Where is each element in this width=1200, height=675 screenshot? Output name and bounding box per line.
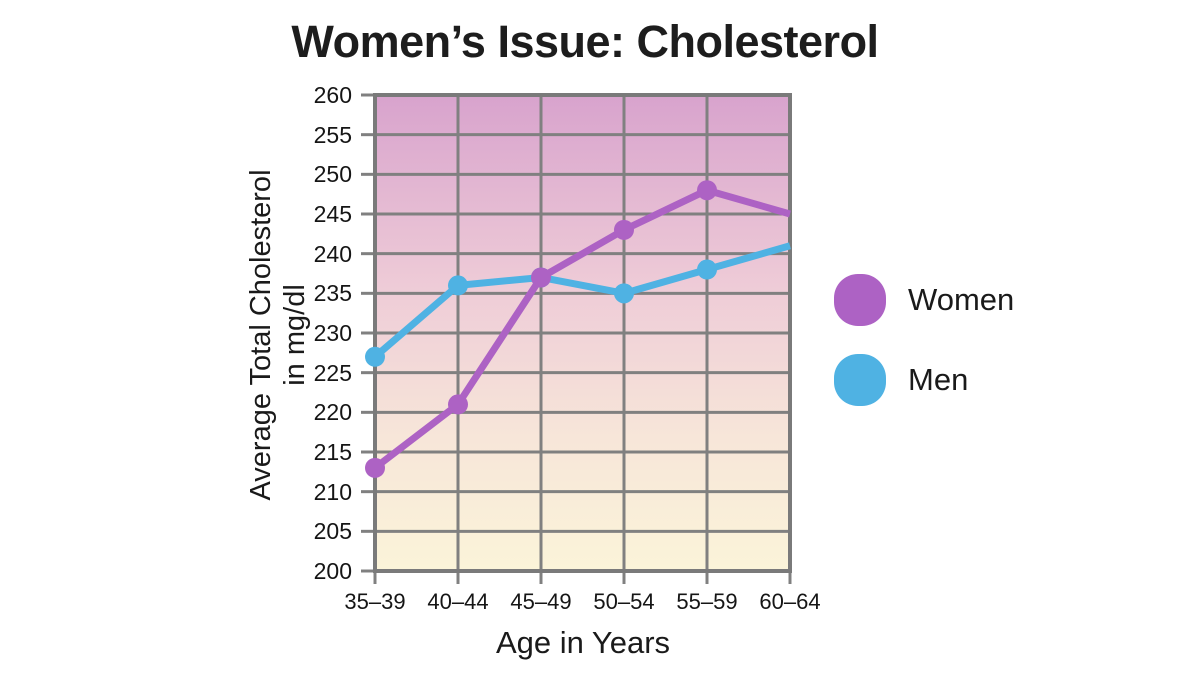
women-point (448, 394, 468, 415)
chart-title: Women’s Issue: Cholesterol (291, 16, 879, 67)
x-tick-label: 50–54 (593, 589, 655, 614)
men-line (372, 242, 791, 360)
y-axis-title: Average Total Cholesterol in mg/dl (244, 145, 312, 525)
x-tick-label: 45–49 (510, 589, 572, 614)
x-axis-title: Age in Years (495, 625, 671, 660)
y-axis-title-line2: in mg/dl (279, 284, 311, 386)
plot-area (361, 93, 792, 584)
men-point (697, 259, 717, 280)
men-point (365, 346, 385, 367)
men-point (614, 283, 634, 304)
women-line (372, 186, 791, 471)
x-tick-label: 55–59 (676, 589, 738, 614)
women-series-swatch (834, 274, 886, 326)
women-point (531, 267, 551, 288)
men-series-swatch (834, 354, 886, 406)
women-point (365, 457, 385, 478)
x-tick-label: 35–39 (344, 589, 406, 614)
plot-border (373, 93, 792, 573)
y-axis-title-line1: Average Total Cholesterol (245, 169, 277, 501)
legend-label-men: Men (908, 362, 969, 397)
legend-item-women: Women (834, 274, 1014, 326)
women-point (697, 180, 717, 201)
legend-label-women: Women (908, 282, 1015, 317)
x-tick-label: 40–44 (427, 589, 489, 614)
men-point (448, 275, 468, 296)
x-tick-label: 60–64 (759, 589, 821, 614)
women-point (614, 219, 634, 240)
legend-item-men: Men (834, 354, 968, 406)
